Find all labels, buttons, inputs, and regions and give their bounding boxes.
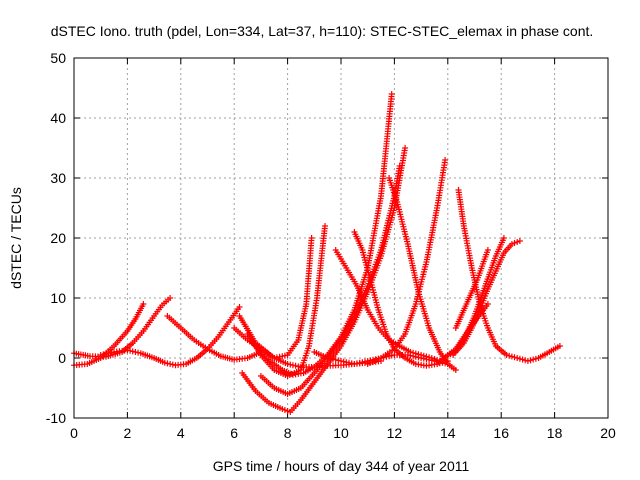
chart-title: dSTEC Iono. truth (pdel, Lon=334, Lat=37… bbox=[51, 23, 594, 39]
series-13 bbox=[311, 349, 451, 367]
plot-frame bbox=[73, 57, 609, 419]
y-tick-label: 0 bbox=[58, 350, 66, 366]
x-tick-label: 18 bbox=[547, 425, 563, 441]
series-13-points bbox=[311, 349, 451, 367]
series-20 bbox=[434, 301, 491, 367]
grid-lines bbox=[74, 58, 608, 418]
series-6-points bbox=[236, 235, 315, 361]
series-19-points bbox=[455, 187, 563, 364]
series-6 bbox=[236, 235, 315, 361]
y-axis-label: dSTEC / TECUs bbox=[8, 187, 24, 289]
x-tick-label: 4 bbox=[177, 425, 185, 441]
series-19 bbox=[455, 187, 563, 364]
x-tick-label: 8 bbox=[284, 425, 292, 441]
x-tick-label: 12 bbox=[387, 425, 403, 441]
series-15-points bbox=[386, 175, 459, 373]
series-8-points bbox=[247, 91, 395, 378]
y-tick-label: 50 bbox=[50, 50, 66, 66]
x-tick-label: 0 bbox=[70, 425, 78, 441]
x-tick-label: 2 bbox=[124, 425, 132, 441]
series-10-points bbox=[257, 163, 403, 397]
x-axis-label: GPS time / hours of day 344 of year 2011 bbox=[213, 458, 470, 474]
x-tick-label: 16 bbox=[493, 425, 509, 441]
series-14 bbox=[364, 157, 449, 367]
series-15 bbox=[386, 175, 459, 373]
y-tick-label: 20 bbox=[50, 230, 66, 246]
data-series bbox=[71, 91, 563, 415]
y-tick-label: -10 bbox=[46, 410, 66, 426]
series-8 bbox=[247, 91, 395, 378]
series-4-points bbox=[164, 313, 264, 363]
y-tick-label: 40 bbox=[50, 110, 66, 126]
series-10 bbox=[257, 163, 403, 397]
x-tick-label: 20 bbox=[600, 425, 616, 441]
series-20-points bbox=[434, 301, 491, 367]
x-tick-label: 14 bbox=[440, 425, 456, 441]
series-14-points bbox=[364, 157, 449, 367]
y-tick-label: 10 bbox=[50, 290, 66, 306]
x-tick-label: 6 bbox=[230, 425, 238, 441]
series-4 bbox=[164, 313, 264, 363]
x-tick-label: 10 bbox=[333, 425, 349, 441]
y-tick-label: 30 bbox=[50, 170, 66, 186]
